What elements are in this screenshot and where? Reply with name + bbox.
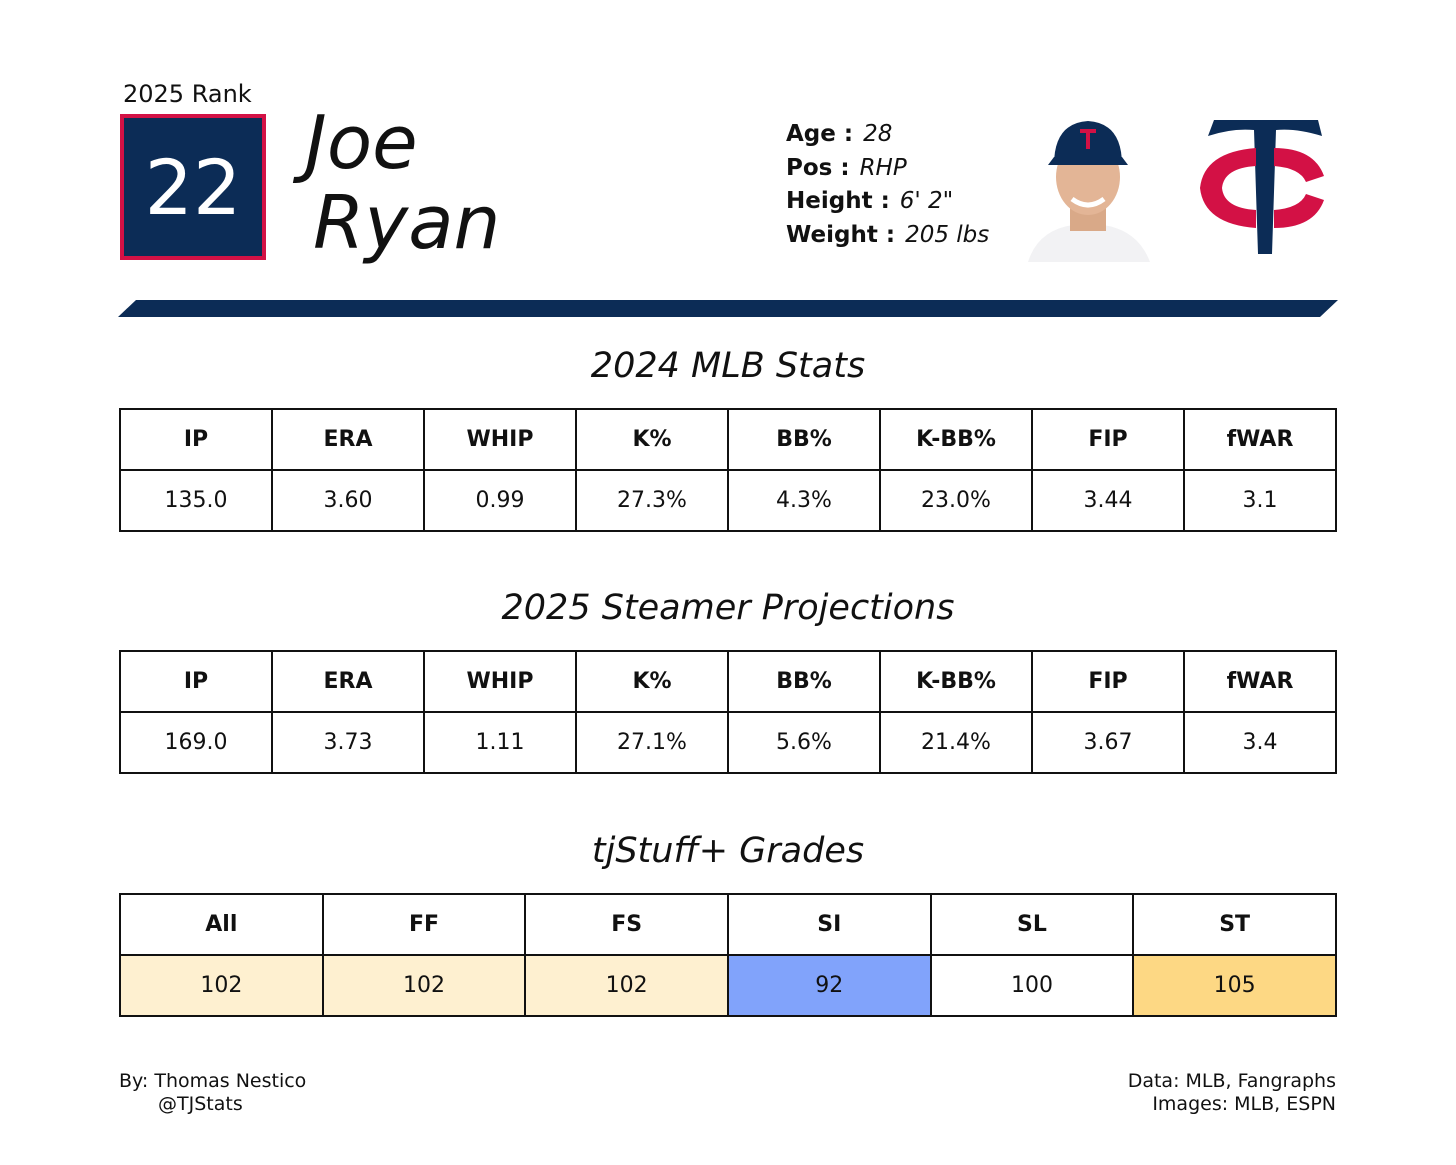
column-header: K% [575, 650, 729, 713]
section-title: 2025 Steamer Projections [501, 588, 955, 628]
bio-label: Age : [786, 121, 854, 147]
column-header: K% [575, 408, 729, 471]
bio-value: 205 lbs [905, 222, 990, 249]
image-source: Images: MLB, ESPN [1152, 1093, 1336, 1115]
section-title: tjStuff+ Grades [591, 831, 865, 871]
column-header: SI [726, 893, 932, 956]
column-header: WHIP [423, 408, 577, 471]
column-header: FF [321, 893, 527, 956]
handle: @TJStats [158, 1093, 243, 1115]
bio-line: Pos : RHP [786, 152, 989, 186]
author: By: Thomas Nestico [119, 1070, 307, 1092]
stat-value: 169.0 [119, 711, 273, 774]
value-row: 102 102 102 92 100 105 [119, 954, 1337, 1017]
stat-value: 135.0 [119, 469, 273, 532]
column-header: ERA [271, 650, 425, 713]
stat-value: 27.3% [575, 469, 729, 532]
stats-table: All FF FS SI SL ST 102 102 102 92 100 105 [119, 893, 1337, 1017]
stat-value: 3.60 [271, 469, 425, 532]
rank: 22 [144, 142, 242, 232]
bio-value: 6' 2" [899, 188, 954, 215]
column-header: K-BB% [879, 650, 1033, 713]
bio-value: RHP [859, 154, 907, 181]
stat-value: 3.1 [1183, 469, 1337, 532]
column-header: All [119, 893, 324, 956]
column-header: BB% [727, 408, 881, 471]
header-row: IP ERA WHIP K% BB% K-BB% FIP fWAR [119, 408, 1337, 471]
stat-value: 105 [1132, 954, 1337, 1017]
column-header: fWAR [1183, 650, 1337, 713]
stat-value: 21.4% [879, 711, 1033, 774]
stats-table: IP ERA WHIP K% BB% K-BB% FIP fWAR 169.0 3.73 1.11 2… [119, 650, 1337, 774]
column-header: BB% [727, 650, 881, 713]
stat-value: 23.0% [879, 469, 1033, 532]
header-row: IP ERA WHIP K% BB% K-BB% FIP fWAR [119, 650, 1337, 713]
data-source: Data: MLB, Fangraphs [1127, 1070, 1336, 1092]
stat-value: 3.44 [1031, 469, 1185, 532]
column-header: ERA [271, 408, 425, 471]
column-header: ST [1132, 893, 1337, 956]
column-header: WHIP [423, 650, 577, 713]
player-photo [1028, 121, 1150, 262]
column-header: FIP [1031, 650, 1185, 713]
stat-value: 5.6% [727, 711, 881, 774]
bio-line: Height : 6' 2" [786, 185, 989, 219]
column-header: FS [524, 893, 729, 956]
stat-value: 92 [726, 954, 932, 1017]
bio-value: 28 [863, 121, 893, 147]
rank-box: 22 [120, 114, 266, 260]
value-row: 135.0 3.60 0.99 27.3% 4.3% 23.0% 3.44 3.1 [119, 469, 1337, 532]
bio: Age : 28 Pos : RHP Height : 6' 2" Weight : 205 … [786, 118, 989, 253]
team-logo [1200, 120, 1324, 254]
stat-value: 102 [119, 954, 324, 1017]
header-row: All FF FS SI SL ST [119, 893, 1337, 956]
section-title: 2024 MLB Stats [590, 346, 866, 386]
column-header: SL [929, 893, 1135, 956]
column-header: FIP [1031, 408, 1185, 471]
column-header: fWAR [1183, 408, 1337, 471]
stat-value: 0.99 [423, 469, 577, 532]
column-header: IP [119, 408, 273, 471]
column-header: IP [119, 650, 273, 713]
last-name: Ryan [313, 180, 501, 266]
value-row: 169.0 3.73 1.11 27.1% 5.6% 21.4% 3.67 3.4 [119, 711, 1337, 774]
stat-value: 3.67 [1031, 711, 1185, 774]
column-header: K-BB% [879, 408, 1033, 471]
bio-line: Age : 28 [786, 118, 989, 152]
stat-value: 102 [321, 954, 527, 1017]
bio-label: Pos : [786, 154, 850, 181]
stats-table: IP ERA WHIP K% BB% K-BB% FIP fWAR 135.0 3.60 0.99 2… [119, 408, 1337, 532]
stat-value: 3.4 [1183, 711, 1337, 774]
divider [118, 300, 1338, 317]
stat-value: 1.11 [423, 711, 577, 774]
bio-label: Height : [786, 188, 890, 215]
bio-line: Weight : 205 lbs [786, 219, 989, 253]
bio-label: Weight : [786, 222, 896, 249]
rank-label: 2025 Rank [123, 80, 252, 108]
stat-value: 4.3% [727, 469, 881, 532]
stat-value: 3.73 [271, 711, 425, 774]
stat-value: 27.1% [575, 711, 729, 774]
stat-value: 100 [929, 954, 1135, 1017]
first-name: Joe [305, 100, 418, 186]
stat-value: 102 [524, 954, 729, 1017]
